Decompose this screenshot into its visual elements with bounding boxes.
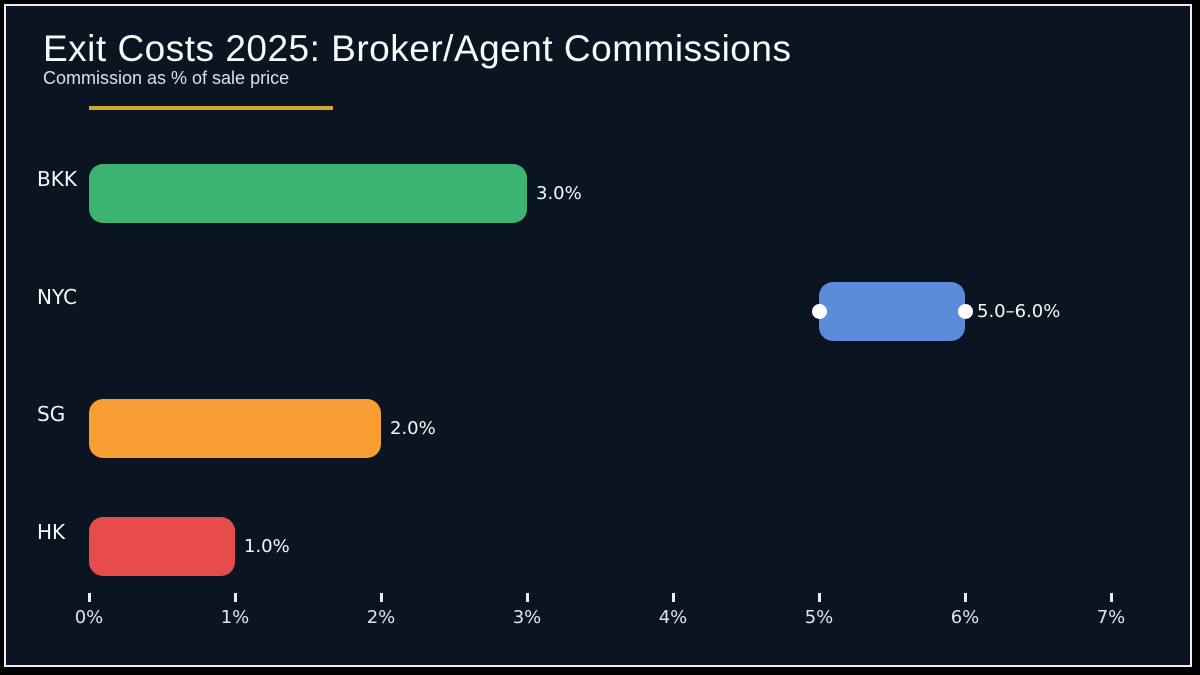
value-label-bkk: 3.0% xyxy=(536,183,582,204)
x-axis-tick-0pct xyxy=(88,593,91,602)
chart-title: Exit Costs 2025: Broker/Agent Commission… xyxy=(43,28,792,69)
category-label-bkk: BKK xyxy=(37,167,77,191)
category-label-nyc: NYC xyxy=(37,285,78,309)
value-label-nyc: 5.0–6.0% xyxy=(977,301,1061,322)
chart-background: Exit Costs 2025: Broker/Agent Commission… xyxy=(6,6,1190,665)
x-axis-label-7pct: 7% xyxy=(1096,607,1126,628)
x-axis-label-1pct: 1% xyxy=(220,607,250,628)
range-marker-end-nyc xyxy=(957,304,973,319)
x-axis-tick-1pct xyxy=(234,593,237,602)
x-axis-label-5pct: 5% xyxy=(804,607,834,628)
value-label-hk: 1.0% xyxy=(244,536,290,557)
chart-frame: Exit Costs 2025: Broker/Agent Commission… xyxy=(4,4,1192,667)
bar-sg xyxy=(89,399,381,458)
category-label-sg: SG xyxy=(37,402,66,426)
x-axis-tick-7pct xyxy=(1110,593,1113,602)
x-axis-tick-6pct xyxy=(964,593,967,602)
x-axis-tick-4pct xyxy=(672,593,675,602)
x-axis-label-0pct: 0% xyxy=(74,607,104,628)
bar-hk xyxy=(89,517,235,576)
x-axis-label-3pct: 3% xyxy=(512,607,542,628)
category-label-hk: HK xyxy=(37,520,66,544)
x-axis-label-6pct: 6% xyxy=(950,607,980,628)
chart-subtitle: Commission as % of sale price xyxy=(43,68,290,88)
plot-area: BKK 3.0% NYC 5.0–6.0% SG 2.0% HK 1.0% 0% 1% 2% 3% 4%… xyxy=(6,6,1190,665)
x-axis-label-4pct: 4% xyxy=(658,607,688,628)
x-axis-tick-3pct xyxy=(526,593,529,602)
accent-underline xyxy=(89,106,333,110)
x-axis-tick-5pct xyxy=(818,593,821,602)
x-axis-tick-2pct xyxy=(380,593,383,602)
x-axis-label-2pct: 2% xyxy=(366,607,396,628)
value-label-sg: 2.0% xyxy=(390,418,436,439)
bar-nyc xyxy=(819,282,965,341)
range-marker-start-nyc xyxy=(811,304,827,319)
bar-bkk xyxy=(89,164,527,223)
